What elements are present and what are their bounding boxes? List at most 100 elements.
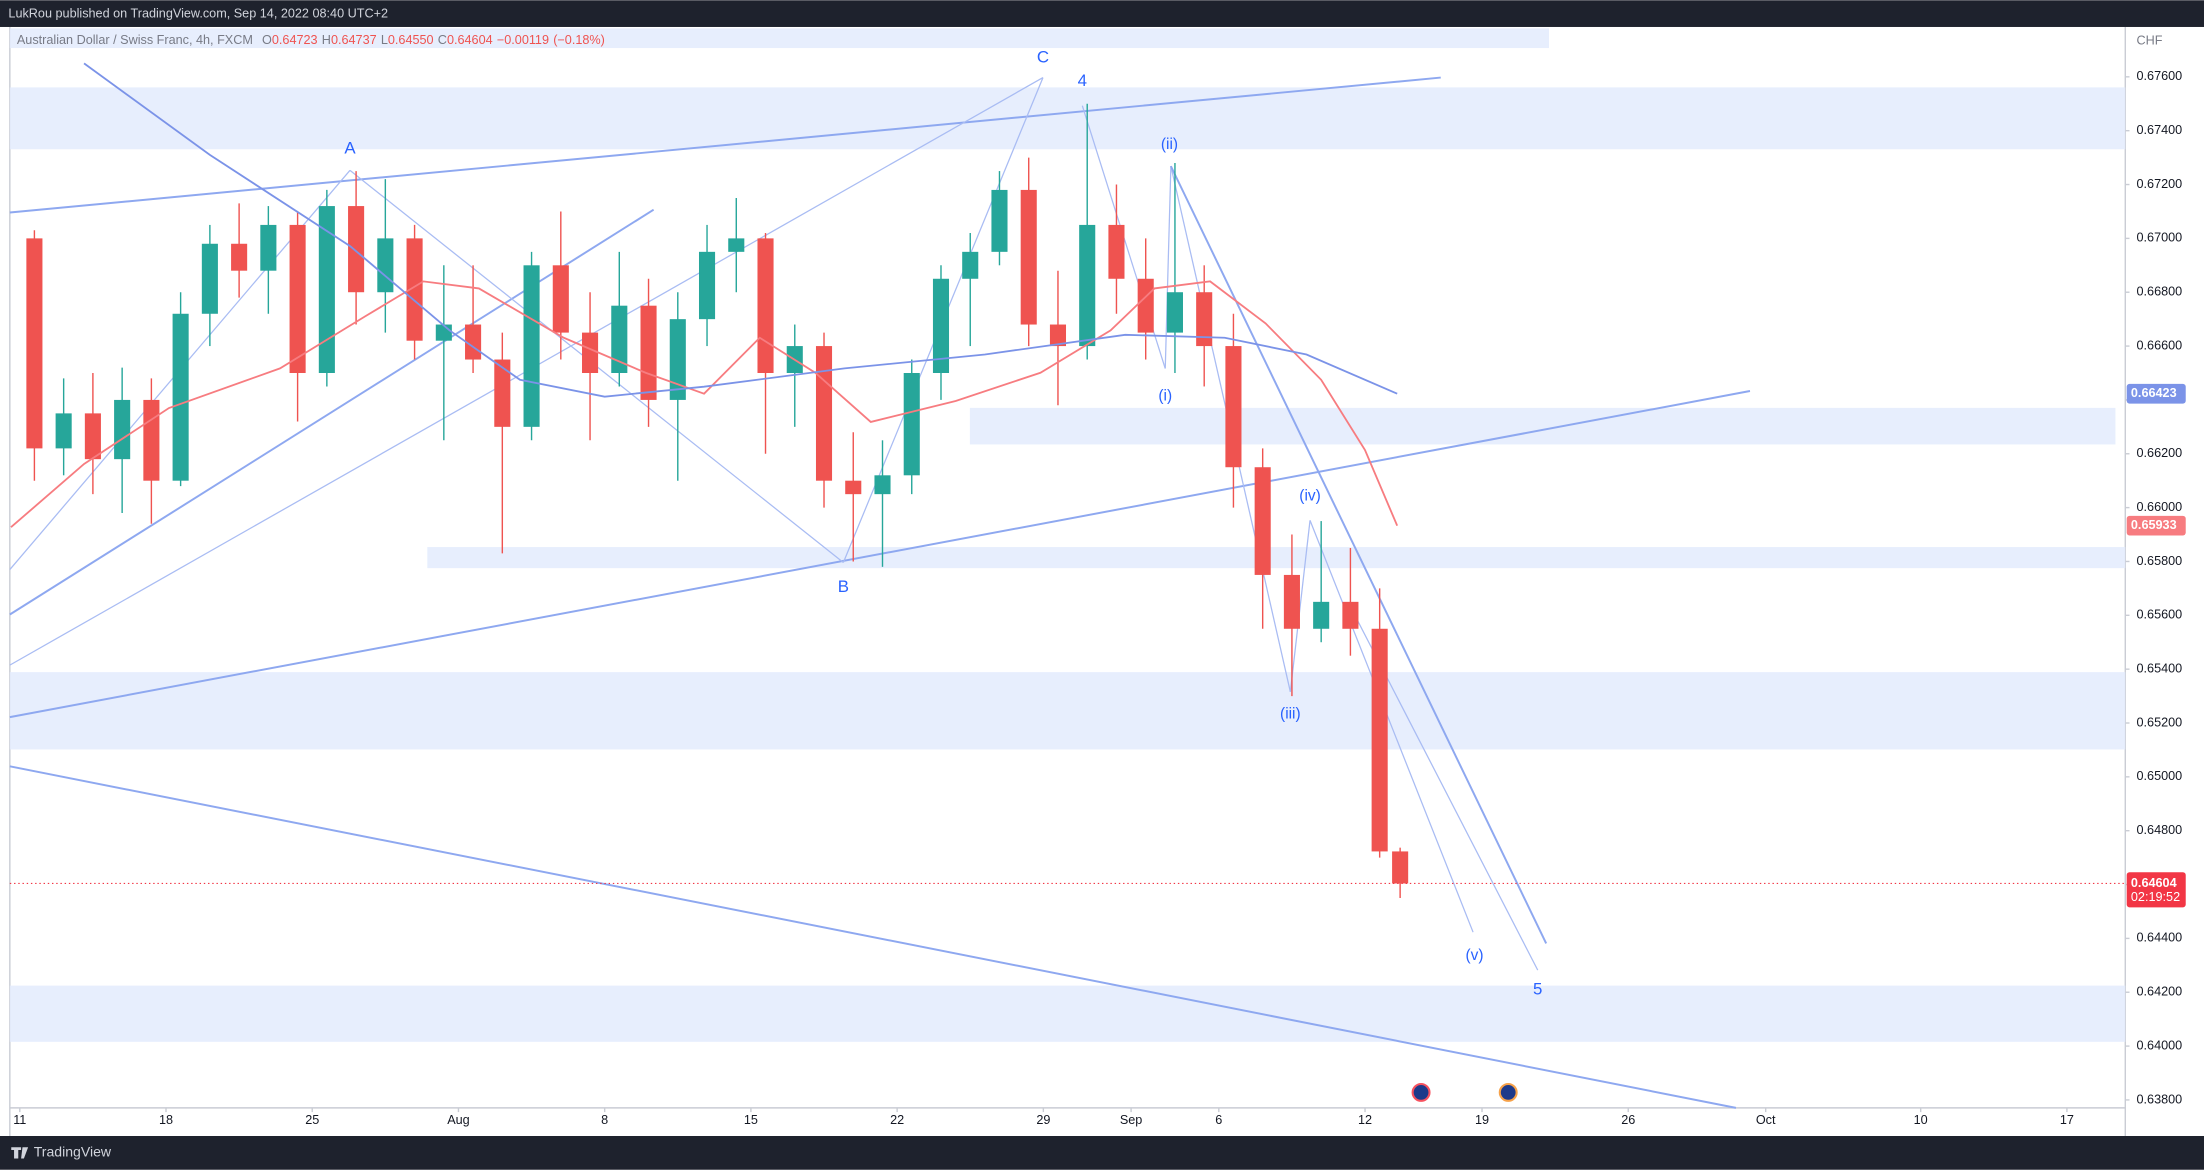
candle-body bbox=[231, 243, 248, 271]
candle-body bbox=[669, 319, 686, 400]
candle-body bbox=[84, 413, 101, 460]
candle-body bbox=[348, 206, 365, 293]
candle-body bbox=[114, 399, 131, 460]
trend-line bbox=[9, 390, 1751, 719]
candle-body bbox=[1283, 574, 1300, 629]
y-tick-label: 0.65800 bbox=[2137, 554, 2183, 568]
zone bbox=[9, 28, 1549, 49]
zone bbox=[9, 87, 2126, 150]
y-tick-label: 0.66600 bbox=[2137, 338, 2183, 352]
ohlc-key: C bbox=[438, 33, 447, 47]
candle-body bbox=[494, 359, 511, 427]
candle-body bbox=[26, 238, 43, 449]
wave-line bbox=[1309, 520, 1474, 933]
candle-body bbox=[582, 332, 599, 373]
y-tick-label: 0.66000 bbox=[2137, 500, 2183, 514]
candle-body bbox=[318, 206, 335, 373]
trend-line bbox=[1169, 165, 1548, 944]
bottom-bar bbox=[0, 1136, 2204, 1170]
y-tick-label: 0.64800 bbox=[2137, 823, 2183, 837]
trend-line bbox=[9, 76, 1441, 214]
candle-body bbox=[260, 224, 277, 271]
candle-body bbox=[962, 251, 979, 279]
wave-line bbox=[1164, 166, 1172, 369]
candle-body bbox=[552, 265, 569, 333]
event-icon[interactable] bbox=[1411, 1082, 1431, 1102]
candle-body bbox=[377, 238, 394, 293]
y-tick-label: 0.64000 bbox=[2137, 1038, 2183, 1052]
change-pct: (−0.18%) bbox=[553, 33, 605, 47]
x-tick-label: 26 bbox=[1621, 1113, 1635, 1127]
candle-body bbox=[172, 313, 189, 481]
x-tick-label: 10 bbox=[1914, 1113, 1928, 1127]
y-tick-label: 0.66200 bbox=[2137, 446, 2183, 460]
x-tick-label: 25 bbox=[305, 1113, 319, 1127]
legend: Australian Dollar / Swiss Franc, 4h, FXC… bbox=[17, 33, 605, 47]
ohlc-key: H bbox=[322, 33, 331, 47]
x-tick-label: Aug bbox=[447, 1113, 470, 1127]
x-tick-label: Sep bbox=[1120, 1113, 1143, 1127]
wave-label: 5 bbox=[1533, 979, 1542, 998]
wave-label: (ii) bbox=[1161, 136, 1178, 153]
candle-body bbox=[1342, 601, 1359, 629]
candle-body bbox=[55, 413, 72, 449]
event-icon[interactable] bbox=[1498, 1082, 1518, 1102]
candle-body bbox=[845, 480, 862, 495]
price-label-box bbox=[2126, 383, 2186, 404]
y-unit: CHF bbox=[2137, 33, 2163, 47]
y-tick-label: 0.64400 bbox=[2137, 931, 2183, 945]
candle-body bbox=[874, 475, 891, 495]
candle-body bbox=[1196, 292, 1213, 347]
x-tick-label: 22 bbox=[890, 1113, 904, 1127]
x-tick-label: 11 bbox=[13, 1113, 26, 1127]
top-bar bbox=[0, 0, 2204, 27]
candle-body bbox=[757, 238, 774, 373]
ohlc-value: 0.64550 bbox=[388, 33, 434, 47]
y-tick-label: 0.64200 bbox=[2137, 985, 2183, 999]
publisher: LukRou published on TradingView.com, Sep… bbox=[8, 7, 388, 21]
wave-label: 4 bbox=[1078, 71, 1087, 90]
wave-label: C bbox=[1037, 47, 1049, 66]
y-tick-label: 0.67000 bbox=[2137, 231, 2183, 245]
y-tick-label: 0.65600 bbox=[2137, 608, 2183, 622]
candle-body bbox=[1392, 851, 1409, 884]
x-tick-label: 17 bbox=[2060, 1113, 2074, 1127]
y-tick-label: 0.67600 bbox=[2137, 69, 2183, 83]
zone bbox=[427, 547, 2126, 569]
candle-body bbox=[523, 265, 540, 427]
candle-body bbox=[201, 243, 218, 314]
candle-body bbox=[611, 305, 628, 373]
brand: TradingView bbox=[34, 1144, 112, 1160]
zone bbox=[9, 985, 2126, 1042]
candle-body bbox=[406, 238, 423, 341]
candle-body bbox=[1108, 224, 1125, 279]
candle-body bbox=[143, 399, 160, 481]
symbol: Australian Dollar / Swiss Franc, 4h, FXC… bbox=[17, 33, 253, 47]
candle-body bbox=[932, 278, 950, 373]
wave-label: (iv) bbox=[1299, 488, 1320, 505]
x-tick-label: 12 bbox=[1358, 1113, 1372, 1127]
x-tick-label: 15 bbox=[744, 1113, 758, 1127]
moving-average bbox=[83, 62, 1398, 398]
wave-label: B bbox=[838, 577, 849, 596]
ohlc-value: 0.64737 bbox=[331, 33, 377, 47]
x-tick-label: 8 bbox=[601, 1113, 608, 1127]
y-tick-label: 0.65000 bbox=[2137, 769, 2183, 783]
wave-label: A bbox=[344, 139, 356, 158]
candle-body bbox=[1079, 224, 1096, 347]
candle-body bbox=[815, 346, 833, 481]
wave-label: (v) bbox=[1465, 947, 1483, 964]
plot bbox=[9, 62, 2126, 899]
zone bbox=[969, 407, 2116, 445]
ohlc-key: O bbox=[262, 33, 272, 47]
ohlc-value: 0.64604 bbox=[447, 33, 493, 47]
wave-labels: C 4 A B (ii) (i) (iv) (iii) (v) 5 bbox=[344, 47, 1542, 998]
price-label: 0.66423 bbox=[2131, 386, 2177, 400]
candle-body bbox=[1020, 189, 1037, 325]
zone bbox=[9, 672, 2126, 750]
price-label-box bbox=[2126, 515, 2186, 536]
candle-body bbox=[1313, 601, 1330, 629]
